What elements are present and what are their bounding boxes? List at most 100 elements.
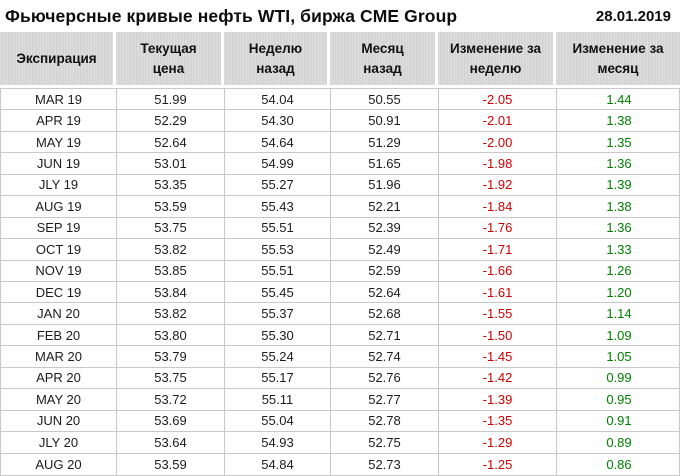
column-header-month-ago: Месяц назад <box>330 32 438 85</box>
cell-month-ago: 52.68 <box>331 303 439 324</box>
cell-week-ago: 55.11 <box>225 389 331 410</box>
cell-current-price: 53.64 <box>117 432 225 453</box>
cell-week-ago: 55.51 <box>225 217 331 239</box>
column-header-week-change: Изменение за неделю <box>438 32 556 85</box>
cell-month-change: 1.09 <box>606 327 632 343</box>
table-row: OCT 19 53.82 55.53 52.49 -1.71 1.33 <box>1 239 680 261</box>
cell-current-price: 53.82 <box>117 303 225 324</box>
cell-week-ago: 55.51 <box>225 260 331 281</box>
cell-expiration: JUN 19 <box>1 153 117 174</box>
column-header-expiration: Экспирация <box>0 32 116 85</box>
cell-week-change: -1.84 <box>439 196 557 217</box>
cell-current-price: 53.79 <box>117 346 225 367</box>
cell-month-change: 1.39 <box>606 177 632 193</box>
table-row: AUG 20 53.59 54.84 52.73 -1.25 0.86 <box>1 453 680 475</box>
cell-week-change: -1.98 <box>439 153 557 174</box>
table-row: MAY 19 52.64 54.64 51.29 -2.00 1.35 <box>1 131 680 154</box>
cell-week-ago: 55.37 <box>225 303 331 324</box>
cell-current-price: 53.84 <box>117 282 225 303</box>
cell-month-change: 1.20 <box>606 284 632 300</box>
cell-month-ago: 52.75 <box>331 432 439 453</box>
cell-month-ago: 52.73 <box>331 453 439 475</box>
cell-current-price: 53.59 <box>117 453 225 475</box>
page-title: Фьючерсные кривые нефть WTI, биржа CME G… <box>5 5 458 26</box>
table-row: JAN 20 53.82 55.37 52.68 -1.55 1.14 <box>1 303 680 325</box>
cell-expiration: APR 19 <box>1 110 117 131</box>
cell-week-ago: 55.17 <box>225 367 331 389</box>
table-row: APR 19 52.29 54.30 50.91 -2.01 1.38 <box>1 110 680 132</box>
cell-month-ago: 51.29 <box>331 131 439 153</box>
cell-expiration: AUG 19 <box>1 196 117 217</box>
cell-week-ago: 55.30 <box>225 324 331 346</box>
cell-month-change: 1.38 <box>606 198 632 214</box>
cell-expiration: JLY 19 <box>1 174 117 196</box>
cell-month-ago: 52.21 <box>331 196 439 217</box>
table-row: AUG 19 53.59 55.43 52.21 -1.84 1.38 <box>1 196 680 218</box>
cell-current-price: 53.82 <box>117 239 225 260</box>
cell-week-ago: 54.04 <box>225 89 331 110</box>
cell-month-change: 1.44 <box>606 91 632 107</box>
cell-current-price: 52.64 <box>117 131 225 153</box>
cell-week-ago: 54.64 <box>225 131 331 153</box>
cell-month-ago: 52.49 <box>331 239 439 260</box>
cell-week-change: -1.42 <box>439 367 557 389</box>
cell-expiration: OCT 19 <box>1 239 117 260</box>
table-row: NOV 19 53.85 55.51 52.59 -1.66 1.26 <box>1 260 680 282</box>
cell-current-price: 53.75 <box>117 217 225 239</box>
cell-week-ago: 55.45 <box>225 282 331 303</box>
cell-month-ago: 52.78 <box>331 410 439 432</box>
cell-month-ago: 51.96 <box>331 174 439 196</box>
cell-week-change: -1.35 <box>439 410 557 432</box>
cell-expiration: APR 20 <box>1 367 117 389</box>
table-row: SEP 19 53.75 55.51 52.39 -1.76 1.36 <box>1 217 680 240</box>
cell-week-ago: 55.27 <box>225 174 331 196</box>
cell-current-price: 53.01 <box>117 153 225 174</box>
table-header-row: Экспирация Текущая цена Неделю назад Мес… <box>0 32 680 85</box>
cell-week-change: -1.55 <box>439 303 557 324</box>
cell-week-change: -1.61 <box>439 282 557 303</box>
cell-month-ago: 52.77 <box>331 389 439 410</box>
cell-week-change: -1.45 <box>439 346 557 367</box>
table-row: MAR 19 51.99 54.04 50.55 -2.05 1.44 <box>1 89 680 111</box>
table-row: JUN 19 53.01 54.99 51.65 -1.98 1.36 <box>1 153 680 175</box>
table-row: DEC 19 53.84 55.45 52.64 -1.61 1.20 <box>1 282 680 304</box>
table-row: JLY 19 53.35 55.27 51.96 -1.92 1.39 <box>1 174 680 197</box>
column-header-current-price: Текущая цена <box>116 32 224 85</box>
cell-week-change: -2.05 <box>439 89 557 110</box>
cell-current-price: 53.69 <box>117 410 225 432</box>
cell-month-change: 0.86 <box>606 456 632 472</box>
cell-current-price: 53.72 <box>117 389 225 410</box>
cell-week-ago: 55.24 <box>225 346 331 367</box>
title-bar: Фьючерсные кривые нефть WTI, биржа CME G… <box>0 0 680 32</box>
cell-current-price: 51.99 <box>117 89 225 110</box>
cell-week-ago: 54.84 <box>225 453 331 475</box>
table-row: JLY 20 53.64 54.93 52.75 -1.29 0.89 <box>1 432 680 454</box>
cell-month-ago: 52.64 <box>331 282 439 303</box>
cell-month-change: 1.38 <box>606 113 632 129</box>
cell-month-ago: 52.59 <box>331 260 439 281</box>
cell-week-change: -1.71 <box>439 239 557 260</box>
table-row: MAY 20 53.72 55.11 52.77 -1.39 0.95 <box>1 389 680 411</box>
cell-current-price: 53.80 <box>117 324 225 346</box>
table-row: MAR 20 53.79 55.24 52.74 -1.45 1.05 <box>1 346 680 368</box>
cell-week-change: -1.50 <box>439 324 557 346</box>
cell-week-change: -1.76 <box>439 217 557 239</box>
table-body: MAR 19 51.99 54.04 50.55 -2.05 1.44 APR … <box>0 88 680 476</box>
cell-expiration: MAR 20 <box>1 346 117 367</box>
column-header-week-ago: Неделю назад <box>224 32 330 85</box>
cell-month-change: 0.91 <box>606 413 632 429</box>
cell-current-price: 53.35 <box>117 174 225 196</box>
cell-month-change: 1.05 <box>606 349 632 365</box>
column-header-month-change: Изменение за месяц <box>556 32 680 85</box>
cell-month-change: 1.36 <box>606 220 632 236</box>
cell-current-price: 53.85 <box>117 260 225 281</box>
cell-current-price: 53.75 <box>117 367 225 389</box>
cell-current-price: 52.29 <box>117 110 225 131</box>
cell-expiration: MAR 19 <box>1 89 117 110</box>
report-date: 28.01.2019 <box>595 7 671 25</box>
cell-week-change: -1.39 <box>439 389 557 410</box>
cell-expiration: JUN 20 <box>1 410 117 432</box>
cell-month-ago: 52.71 <box>331 324 439 346</box>
cell-week-ago: 54.30 <box>225 110 331 131</box>
